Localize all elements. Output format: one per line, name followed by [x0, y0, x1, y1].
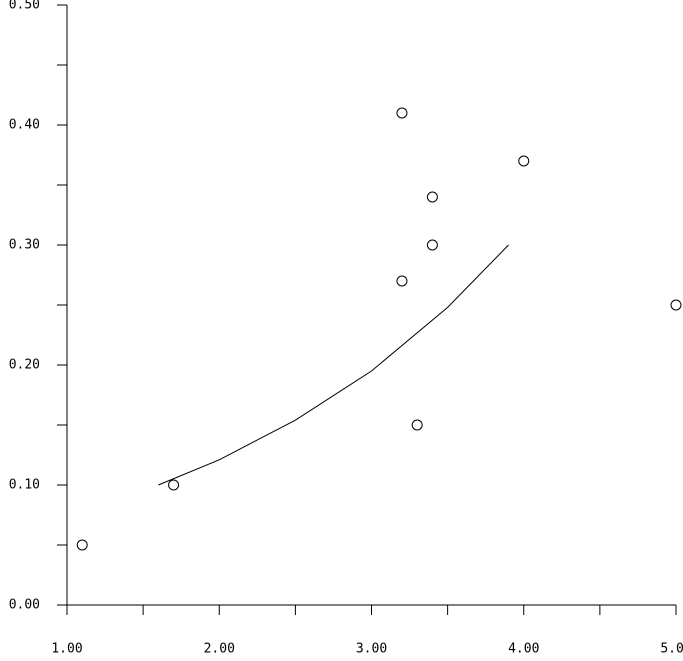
scatter-point	[426, 239, 438, 251]
x-tick-label: 1.00	[51, 642, 82, 657]
scatter-point	[670, 299, 682, 311]
scatter-point	[76, 539, 88, 551]
fit-curve	[158, 244, 509, 486]
x-tick-label: 2.00	[204, 642, 235, 657]
x-tick-label: 4.00	[508, 642, 539, 657]
y-tick-label: 0.30	[9, 238, 40, 253]
scatter-point	[518, 155, 530, 167]
scatter-point	[426, 191, 438, 203]
scatter-point	[396, 107, 408, 119]
y-tick-label: 0.20	[9, 358, 40, 373]
scatter-point	[168, 479, 180, 491]
y-tick-label: 0.50	[9, 0, 40, 13]
y-tick-label: 0.00	[9, 598, 40, 613]
y-tick-label: 0.10	[9, 478, 40, 493]
x-tick-label: 3.00	[356, 642, 387, 657]
x-tick-label: 5.00	[660, 642, 683, 657]
y-tick-label: 0.40	[9, 118, 40, 133]
scatter-point	[411, 419, 423, 431]
scatter-point	[396, 275, 408, 287]
